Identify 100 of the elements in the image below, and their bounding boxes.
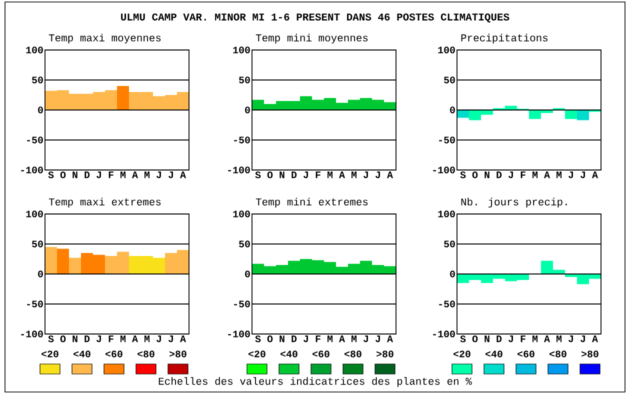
chart-title: Temp maxi moyennes xyxy=(48,34,161,44)
y-tick-label: 100 xyxy=(26,210,43,218)
x-tick-label: A xyxy=(544,172,550,178)
x-tick-label: M xyxy=(328,172,333,178)
x-tick-label: O xyxy=(472,336,478,342)
x-tick-label: N xyxy=(280,336,284,342)
x-tick-label: M xyxy=(144,172,150,178)
bar xyxy=(57,248,69,274)
category-label: <60 xyxy=(106,350,122,358)
x-tick-label: J xyxy=(568,336,573,342)
category-label: <80 xyxy=(138,350,154,358)
x-tick-label: D xyxy=(84,336,90,342)
category-label: <20 xyxy=(454,350,470,358)
x-tick-label: N xyxy=(72,172,78,178)
category-label: <60 xyxy=(312,350,330,358)
y-tick-label: 100 xyxy=(233,46,250,54)
x-tick-label: M xyxy=(532,172,538,178)
chart-title: Temp mini moyennes xyxy=(256,34,368,44)
x-tick-label: S xyxy=(255,336,261,342)
x-tick-label: A xyxy=(544,336,550,342)
y-tick-label: 50 xyxy=(32,240,43,248)
bar xyxy=(69,258,81,274)
x-tick-label: M xyxy=(556,172,562,178)
x-tick-label: F xyxy=(108,172,114,178)
x-tick-label: S xyxy=(460,336,466,342)
x-tick-label: O xyxy=(60,336,66,342)
x-tick-label: A xyxy=(132,336,138,342)
y-tick-label: 0 xyxy=(38,270,43,278)
y-tick-label: 50 xyxy=(239,240,250,248)
y-tick-label: -100 xyxy=(228,330,250,338)
text: ULMU CAMP VAR. MINOR MI 1-6 PRESENT DANS 46 POSTES CLIMATIQUES xyxy=(121,13,510,23)
category-label: >80 xyxy=(170,350,186,358)
x-tick-label: M xyxy=(328,336,333,342)
y-tick-label: -100 xyxy=(228,166,250,174)
x-tick-label: J xyxy=(508,336,513,342)
x-tick-label: M xyxy=(556,336,562,342)
x-tick-label: M xyxy=(120,336,126,342)
x-tick-label: N xyxy=(280,172,284,178)
x-tick-label: J xyxy=(364,172,368,178)
y-tick-label: 100 xyxy=(438,46,455,54)
x-tick-label: A xyxy=(592,336,598,342)
x-tick-label: S xyxy=(255,172,261,178)
x-tick-label: J xyxy=(156,172,161,178)
y-tick-label: 50 xyxy=(32,76,43,84)
x-tick-label: O xyxy=(472,172,478,178)
x-tick-label: J xyxy=(568,172,573,178)
x-tick-label: M xyxy=(532,336,538,342)
x-tick-label: A xyxy=(339,172,345,178)
x-tick-label: D xyxy=(496,172,502,178)
y-tick-label: -100 xyxy=(433,330,455,338)
x-tick-label: F xyxy=(520,172,526,178)
x-tick-label: N xyxy=(484,336,490,342)
category-label: >80 xyxy=(376,350,394,358)
x-tick-label: D xyxy=(84,172,90,178)
x-tick-label: O xyxy=(60,172,66,178)
y-tick-label: 50 xyxy=(444,76,455,84)
x-tick-label: J xyxy=(96,336,101,342)
chart-title: Temp maxi extremes xyxy=(48,198,161,208)
x-tick-label: F xyxy=(520,336,526,342)
x-tick-label: O xyxy=(267,172,273,178)
x-tick-label: S xyxy=(460,172,466,178)
y-tick-label: 100 xyxy=(438,210,455,218)
x-tick-label: J xyxy=(580,336,585,342)
y-tick-label: -50 xyxy=(439,136,455,144)
y-tick-label: 50 xyxy=(239,76,250,84)
y-tick-label: 0 xyxy=(450,270,455,278)
x-tick-label: M xyxy=(144,336,150,342)
category-label: <80 xyxy=(550,350,566,358)
x-tick-label: A xyxy=(339,336,345,342)
bar xyxy=(45,246,57,274)
category-label: >80 xyxy=(582,350,598,358)
category-label: <20 xyxy=(248,350,266,358)
x-tick-label: J xyxy=(376,336,380,342)
y-tick-label: 100 xyxy=(26,46,43,54)
y-tick-label: -100 xyxy=(21,166,43,174)
x-tick-label: S xyxy=(48,336,54,342)
y-tick-label: -50 xyxy=(234,136,250,144)
y-tick-label: -50 xyxy=(27,136,43,144)
y-tick-label: -50 xyxy=(234,300,250,308)
y-tick-label: 0 xyxy=(245,270,250,278)
y-tick-label: 0 xyxy=(450,106,455,114)
x-tick-label: J xyxy=(168,336,173,342)
y-tick-label: 0 xyxy=(38,106,43,114)
x-tick-label: A xyxy=(387,172,393,178)
category-label: <40 xyxy=(280,350,298,358)
chart-title: Nb. jours precip. xyxy=(461,198,567,208)
x-tick-label: A xyxy=(180,336,186,342)
chart-title: Precipitations xyxy=(461,34,548,44)
category-label: <20 xyxy=(42,350,58,358)
category-label: <40 xyxy=(486,350,502,358)
y-tick-label: -50 xyxy=(439,300,455,308)
x-tick-label: A xyxy=(132,172,138,178)
x-tick-label: J xyxy=(376,172,380,178)
y-tick-label: 100 xyxy=(233,210,250,218)
text: Echelles des valeurs indicatrices des plantes en % xyxy=(158,377,472,387)
bar xyxy=(117,86,130,110)
x-tick-label: N xyxy=(484,172,490,178)
category-label: <60 xyxy=(518,350,534,358)
x-tick-label: J xyxy=(580,172,585,178)
x-tick-label: A xyxy=(180,172,186,178)
